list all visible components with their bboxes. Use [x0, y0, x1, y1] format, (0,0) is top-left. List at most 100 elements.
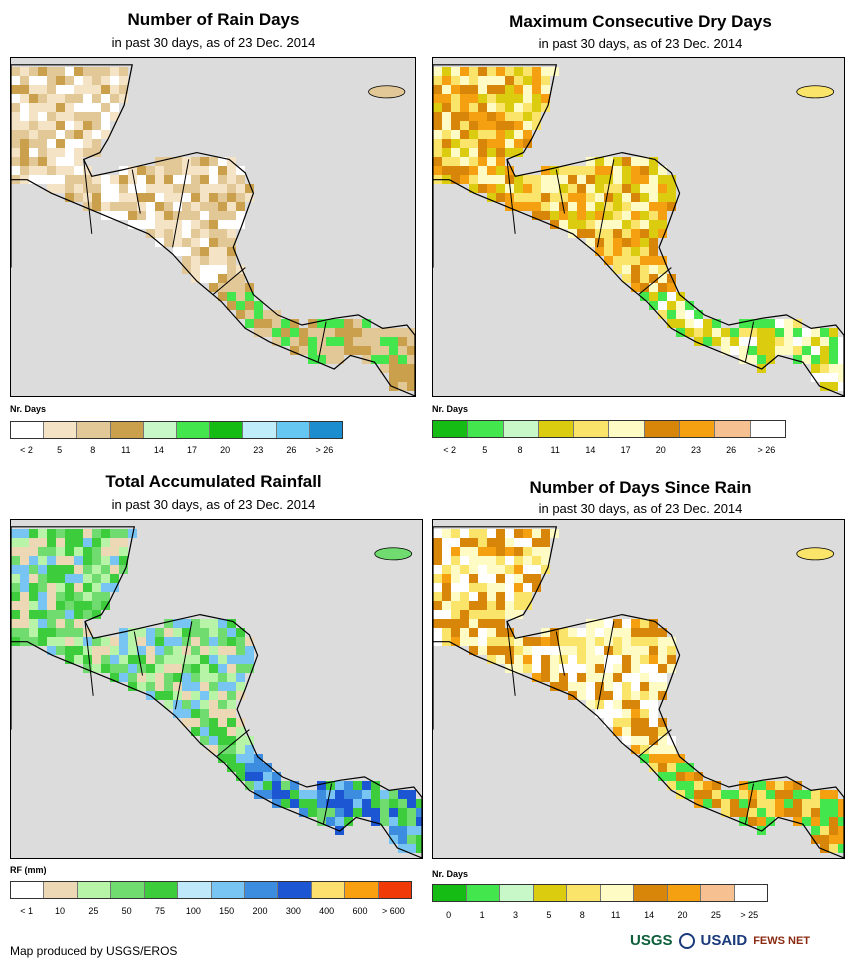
map-pixel	[236, 283, 245, 292]
map-pixel	[595, 655, 604, 664]
map-pixel	[56, 538, 65, 547]
map-pixel	[209, 247, 218, 256]
map-pixel	[146, 628, 155, 637]
map-pixel	[182, 256, 191, 265]
legend-swatch	[44, 422, 78, 438]
map-pixel	[739, 319, 748, 328]
map-pixel	[631, 619, 640, 628]
map-pixel	[218, 256, 227, 265]
map-pixel	[29, 139, 38, 148]
map-pixel	[532, 184, 541, 193]
map-pixel	[469, 592, 478, 601]
map-pixel	[92, 148, 101, 157]
map-pixel	[631, 736, 640, 745]
map-pixel	[164, 637, 173, 646]
map-pixel	[658, 655, 667, 664]
map-pixel	[236, 682, 245, 691]
map-pixel	[514, 103, 523, 112]
map-pixel	[119, 637, 128, 646]
map-pixel	[335, 337, 344, 346]
map-pixel	[245, 754, 254, 763]
map-pixel	[613, 700, 622, 709]
map-pixel	[227, 736, 236, 745]
map-pixel	[56, 103, 65, 112]
map-pixel	[784, 328, 793, 337]
map-pixel	[218, 673, 227, 682]
map-pixel	[775, 781, 784, 790]
map-pixel	[182, 655, 191, 664]
map-pixel	[469, 619, 478, 628]
map-pixel	[559, 682, 568, 691]
map-pixel	[353, 346, 362, 355]
map-pixel	[442, 556, 451, 565]
map-pixel	[496, 148, 505, 157]
map-pixel	[505, 529, 514, 538]
map-pixel	[209, 736, 218, 745]
map-pixel	[820, 346, 829, 355]
map-pixel	[532, 664, 541, 673]
map-pixel	[487, 76, 496, 85]
map-pixel	[119, 67, 128, 76]
map-pixel	[595, 664, 604, 673]
map-pixel	[478, 85, 487, 94]
map-pixel	[218, 238, 227, 247]
map-pixel	[182, 157, 191, 166]
map-pixel	[694, 790, 703, 799]
map-pixel	[649, 763, 658, 772]
map-pixel	[595, 238, 604, 247]
map-pixel	[236, 274, 245, 283]
map-pixel	[20, 628, 29, 637]
map-pixel	[604, 691, 613, 700]
map-pixel	[514, 94, 523, 103]
map-pixel	[514, 556, 523, 565]
map-pixel	[829, 373, 838, 382]
map-pixel	[200, 238, 209, 247]
map-pixel	[47, 148, 56, 157]
map-pixel	[398, 355, 407, 364]
map-pixel	[74, 85, 83, 94]
map-pixel	[155, 691, 164, 700]
map-pixel	[263, 328, 272, 337]
map-pixel	[38, 556, 47, 565]
legend-swatch	[144, 882, 179, 898]
map-pixel	[110, 556, 119, 565]
map-pixel	[802, 799, 811, 808]
map-pixel	[218, 166, 227, 175]
map-pixel	[65, 565, 74, 574]
map-pixel	[622, 166, 631, 175]
map-pixel	[20, 592, 29, 601]
map-pixel	[658, 310, 667, 319]
map-pixel	[353, 781, 362, 790]
map-pixel	[344, 817, 353, 826]
map-pixel	[317, 817, 326, 826]
map-pixel	[604, 211, 613, 220]
map-pixel	[469, 547, 478, 556]
map-pixel	[757, 337, 766, 346]
map-pixel	[389, 826, 398, 835]
map-pixel	[658, 754, 667, 763]
map-pixel	[820, 817, 829, 826]
map-pixel	[541, 556, 550, 565]
map-pixel	[155, 184, 164, 193]
legend-tick-label: 8	[90, 445, 96, 455]
map-pixel	[272, 328, 281, 337]
map-pixel	[433, 130, 442, 139]
map-pixel	[721, 808, 730, 817]
map-pixel	[739, 346, 748, 355]
map-pixel	[83, 664, 92, 673]
map-pixel	[191, 220, 200, 229]
map-pixel	[227, 637, 236, 646]
map-pixel	[209, 718, 218, 727]
map-pixel	[92, 565, 101, 574]
map-pixel	[649, 664, 658, 673]
map-pixel	[793, 319, 802, 328]
map-pixel	[47, 184, 56, 193]
map-pixel	[236, 745, 245, 754]
map-pixel	[110, 67, 119, 76]
map-pixel	[622, 229, 631, 238]
map-pixel	[236, 736, 245, 745]
legend-tick-label: 1	[479, 910, 485, 920]
map-pixel	[326, 817, 335, 826]
map-pixel	[604, 637, 613, 646]
map-pixel	[218, 709, 227, 718]
